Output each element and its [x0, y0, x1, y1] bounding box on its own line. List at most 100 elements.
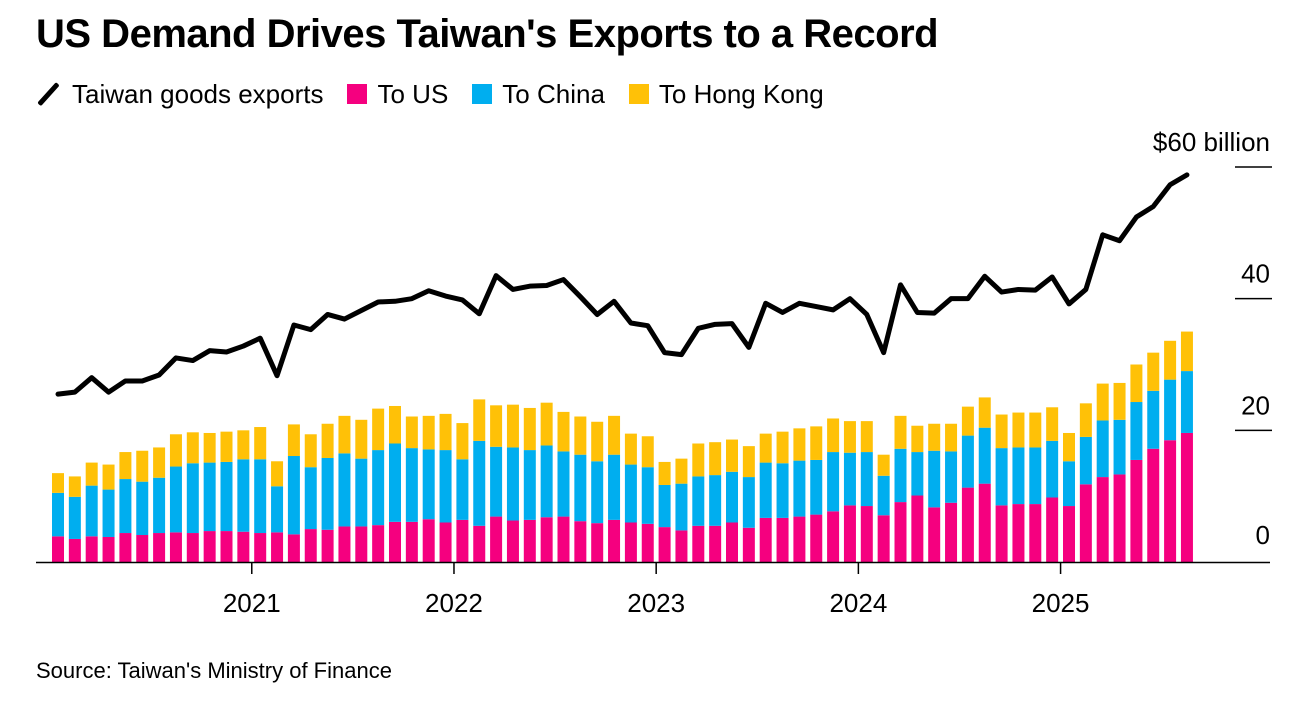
bar-china-38 [692, 476, 705, 526]
bar-hk-30 [557, 411, 570, 452]
bar-china-51 [911, 452, 924, 496]
x-axis: 2021 2022 2023 2024 2025 [36, 561, 1270, 618]
bar-china-37 [675, 483, 688, 531]
bar-us-64 [1130, 459, 1143, 562]
bar-hk-5 [136, 450, 149, 482]
bar-us-28 [523, 519, 536, 562]
legend-item-us: To US [347, 79, 448, 110]
bar-hk-0 [52, 473, 64, 493]
bar-us-31 [574, 521, 587, 562]
bar-us-40 [726, 522, 738, 562]
bar-us-62 [1096, 477, 1109, 562]
bar-china-52 [928, 450, 941, 508]
bar-hk-2 [85, 462, 98, 486]
y-axis-labels: 0 20 40 $60 billion [1153, 127, 1270, 550]
bar-china-63 [1113, 419, 1126, 475]
bar-hk-14 [287, 424, 300, 457]
bar-china-7 [169, 466, 182, 533]
y-tick-label-60: $60 billion [1153, 127, 1270, 157]
bar-china-23 [439, 450, 452, 523]
bar-us-54 [961, 487, 974, 562]
bar-us-63 [1113, 474, 1126, 562]
bar-hk-57 [1012, 412, 1025, 448]
bar-china-33 [608, 454, 621, 520]
bar-us-18 [355, 526, 368, 562]
bar-china-35 [641, 467, 654, 524]
bar-hk-35 [641, 436, 654, 468]
legend-swatch-hk [628, 84, 649, 104]
bar-us-15 [304, 529, 317, 562]
total-exports-line [55, 172, 1190, 397]
bar-hk-4 [119, 452, 132, 480]
bar-china-54 [961, 435, 974, 488]
bar-china-41 [742, 477, 755, 528]
bar-us-58 [1029, 504, 1042, 562]
bar-china-46 [827, 452, 840, 512]
bar-group [52, 331, 1193, 563]
bar-us-47 [843, 505, 856, 562]
bar-china-40 [726, 471, 738, 523]
legend-label-hk: To Hong Kong [658, 78, 824, 109]
bar-hk-41 [742, 446, 755, 478]
bar-us-24 [456, 519, 469, 562]
bar-china-64 [1130, 402, 1143, 460]
bar-hk-47 [843, 421, 856, 453]
bar-us-14 [287, 534, 300, 562]
bar-hk-58 [1029, 412, 1042, 448]
bar-hk-32 [591, 421, 604, 462]
bar-hk-66 [1164, 340, 1177, 380]
legend-item-hk: To Hong Kong [628, 78, 824, 110]
bar-us-56 [995, 505, 1008, 562]
bar-us-0 [52, 536, 64, 562]
bar-us-11 [237, 531, 250, 562]
bar-china-22 [422, 449, 435, 520]
bar-china-10 [220, 461, 233, 532]
bar-hk-56 [995, 414, 1008, 449]
bar-us-30 [557, 516, 570, 562]
bar-us-42 [759, 517, 772, 562]
bar-us-3 [102, 536, 115, 562]
bar-china-39 [709, 475, 722, 526]
bar-us-50 [894, 502, 907, 562]
bar-us-4 [119, 533, 132, 562]
bar-us-59 [1046, 497, 1059, 562]
bar-hk-25 [473, 399, 486, 441]
bar-china-66 [1164, 379, 1177, 441]
bar-hk-9 [203, 432, 216, 463]
bar-hk-38 [692, 443, 705, 477]
bar-china-47 [843, 452, 856, 506]
bar-hk-18 [355, 419, 368, 459]
x-tick-label-2023: 2023 [627, 588, 685, 618]
bar-us-38 [692, 525, 705, 562]
legend-label-china: To China [502, 78, 605, 109]
bar-hk-16 [321, 423, 334, 458]
bar-hk-1 [68, 476, 81, 497]
bar-hk-36 [658, 461, 671, 485]
bar-china-65 [1147, 390, 1160, 449]
bar-china-25 [473, 440, 486, 526]
bar-us-41 [742, 527, 755, 562]
bar-china-34 [624, 464, 637, 523]
y-tick-label-40: 40 [1241, 259, 1270, 289]
bar-us-6 [153, 533, 166, 562]
bar-china-4 [119, 479, 132, 534]
bar-china-53 [945, 451, 958, 503]
bar-us-51 [911, 495, 924, 562]
bar-china-15 [304, 467, 317, 530]
bar-us-61 [1079, 484, 1092, 562]
bar-china-61 [1079, 436, 1092, 485]
bar-hk-6 [153, 447, 166, 478]
bar-china-13 [271, 486, 284, 533]
bar-china-27 [506, 447, 519, 521]
bar-hk-64 [1130, 364, 1143, 403]
bar-hk-62 [1096, 383, 1109, 421]
bar-hk-37 [675, 458, 688, 484]
bar-hk-40 [726, 439, 738, 472]
bar-hk-19 [372, 408, 385, 451]
bar-hk-24 [456, 423, 469, 460]
bar-us-36 [658, 527, 671, 562]
bar-us-44 [793, 516, 806, 562]
bar-hk-26 [490, 405, 503, 447]
bar-us-8 [186, 533, 199, 562]
bar-us-46 [827, 511, 840, 562]
